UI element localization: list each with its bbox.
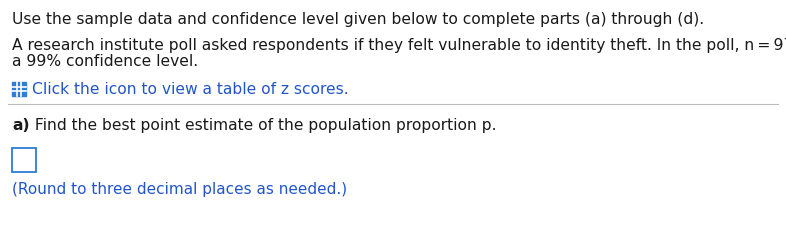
- Text: Use the sample data and confidence level given below to complete parts (a) throu: Use the sample data and confidence level…: [12, 12, 704, 27]
- Text: a): a): [12, 118, 30, 133]
- Text: Find the best point estimate of the population proportion p.: Find the best point estimate of the popu…: [30, 118, 497, 133]
- Text: A research institute poll asked respondents if they felt vulnerable to identity : A research institute poll asked responde…: [12, 38, 786, 53]
- Bar: [12, 82, 26, 96]
- Bar: [12, 148, 36, 172]
- Text: a 99% confidence level.: a 99% confidence level.: [12, 54, 198, 69]
- Text: (Round to three decimal places as needed.): (Round to three decimal places as needed…: [12, 182, 347, 197]
- Text: Click the icon to view a table of z scores.: Click the icon to view a table of z scor…: [32, 81, 349, 96]
